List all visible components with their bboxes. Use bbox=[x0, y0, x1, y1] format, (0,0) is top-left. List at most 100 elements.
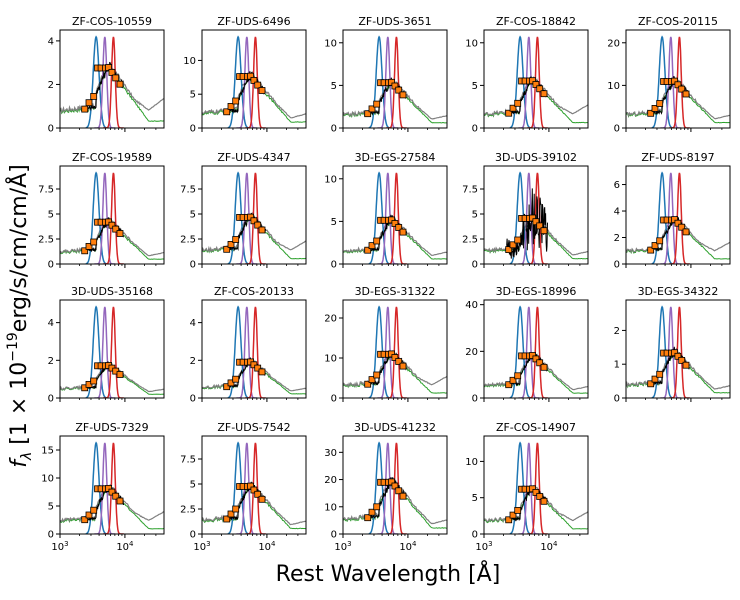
panel-frame bbox=[342, 299, 448, 399]
panel-frame bbox=[59, 435, 165, 535]
photometry-point bbox=[391, 354, 399, 361]
plot-area bbox=[343, 171, 447, 264]
panel-frame bbox=[342, 435, 448, 535]
y-tick-label: 5 bbox=[331, 81, 337, 92]
y-tick-label: 4 bbox=[48, 318, 54, 329]
photometry-point bbox=[116, 371, 124, 378]
y-tick-label: 10 bbox=[41, 474, 54, 485]
y-tick-label: 2.5 bbox=[180, 505, 196, 516]
photometry-point bbox=[223, 383, 231, 391]
panel-zf-cos-14907: ZF-COS-14907 0 5 10 103 104 bbox=[465, 421, 589, 553]
y-tick-label: 7.5 bbox=[180, 455, 196, 466]
y-tick-label: 0 bbox=[472, 260, 478, 271]
y-label-exp: −19 bbox=[5, 332, 21, 362]
plot-area bbox=[626, 171, 730, 264]
panel-3d-egs-27584: 3D-EGS-27584 0 5 10 bbox=[324, 151, 448, 271]
filter-blue-curve bbox=[227, 171, 249, 264]
y-tick-label: 5 bbox=[190, 210, 196, 221]
y-tick-label: 4 bbox=[614, 207, 620, 218]
plot-area bbox=[202, 35, 306, 128]
x-tick-label: 103 bbox=[475, 540, 492, 553]
plot-area bbox=[60, 441, 164, 534]
photometry-point bbox=[505, 381, 513, 389]
photometry-point bbox=[532, 488, 540, 496]
photometry-point bbox=[682, 361, 690, 369]
panel-3d-uds-35168: 3D-UDS-35168 0 2 4 bbox=[48, 285, 165, 405]
plot-area bbox=[60, 35, 164, 128]
plot-area bbox=[626, 35, 730, 128]
photometry-point bbox=[108, 221, 116, 229]
panel-title: ZF-UDS-4347 bbox=[217, 151, 290, 164]
photometry-point bbox=[540, 497, 548, 505]
model-green-line bbox=[60, 490, 164, 530]
photometry-point bbox=[647, 380, 655, 388]
y-tick-label: 10 bbox=[324, 354, 337, 365]
photometry-point bbox=[505, 109, 513, 117]
photometry-point bbox=[227, 103, 235, 110]
plot-area bbox=[484, 35, 588, 128]
y-tick-label: 5 bbox=[190, 480, 196, 491]
panel-title: 3D-EGS-31322 bbox=[355, 285, 436, 298]
photometry-point bbox=[116, 80, 124, 88]
plot-area bbox=[343, 305, 447, 398]
photometry-point bbox=[232, 97, 240, 105]
photometry-point bbox=[373, 100, 381, 108]
filter-blue-curve bbox=[651, 171, 673, 264]
photometry-point bbox=[395, 86, 403, 94]
photometry-point bbox=[674, 352, 682, 360]
photometry-point bbox=[682, 228, 690, 236]
panel-frame bbox=[59, 299, 165, 399]
photometry-point bbox=[254, 81, 262, 89]
photometry-point bbox=[227, 510, 235, 518]
panel-zf-uds-4347: ZF-UDS-4347 0 2.5 5 7.5 bbox=[180, 151, 307, 271]
photometry-point bbox=[540, 90, 548, 98]
photometry-point bbox=[364, 514, 372, 522]
filter-blue-curve bbox=[368, 171, 390, 264]
filter-blue-curve bbox=[651, 305, 673, 398]
panel-title: 3D-EGS-27584 bbox=[355, 151, 436, 164]
panel-3d-egs-18996: 3D-EGS-18996 0 20 40 bbox=[465, 285, 589, 405]
panel-frame bbox=[483, 29, 589, 129]
y-tick-label: 5 bbox=[48, 210, 54, 221]
panel-frame bbox=[59, 165, 165, 265]
photometry-point bbox=[395, 487, 403, 495]
panel-title: ZF-UDS-6496 bbox=[217, 15, 290, 28]
y-label-pre: [1 × 10 bbox=[7, 362, 32, 452]
filter-blue-curve bbox=[85, 441, 107, 534]
filter-blue-curve bbox=[227, 441, 249, 534]
panel-grid: ZF-COS-10559024ZF-UDS-64960510ZF-UDS-365… bbox=[38, 15, 731, 553]
panel-zf-uds-6496: ZF-UDS-6496 0 5 10 bbox=[183, 15, 307, 135]
photometry-point bbox=[81, 247, 89, 255]
panel-zf-cos-19589: ZF-COS-19589 0 2.5 5 7.5 bbox=[38, 151, 165, 271]
photometry-point bbox=[678, 356, 686, 364]
y-tick-label: 2.5 bbox=[38, 235, 54, 246]
x-tick-label: 104 bbox=[116, 540, 134, 553]
y-tick-label: 20 bbox=[324, 314, 337, 325]
photometry-point bbox=[112, 74, 120, 82]
y-tick-label: 5 bbox=[331, 217, 337, 228]
photometry-point bbox=[514, 372, 522, 380]
y-tick-label: 20 bbox=[324, 475, 337, 486]
y-tick-label: 5 bbox=[472, 81, 478, 92]
y-tick-label: 10 bbox=[465, 457, 478, 468]
photometry-point bbox=[651, 242, 659, 249]
y-tick-label: 0 bbox=[190, 260, 196, 271]
y-tick-label: 10 bbox=[324, 174, 337, 185]
photometry-point bbox=[81, 516, 89, 524]
photometry-point bbox=[85, 242, 93, 250]
photometry-point bbox=[651, 105, 659, 112]
photometry-point bbox=[505, 516, 513, 524]
photometry-point bbox=[364, 380, 372, 388]
photometry-point bbox=[223, 245, 231, 253]
plot-area bbox=[484, 441, 588, 534]
y-tick-label: 0 bbox=[331, 394, 337, 405]
photometry-point bbox=[391, 82, 399, 90]
photometry-point bbox=[90, 238, 98, 246]
panel-title: ZF-COS-20133 bbox=[214, 285, 294, 298]
photometry-point bbox=[116, 230, 124, 237]
plot-area bbox=[202, 171, 306, 264]
y-tick-label: 0 bbox=[190, 394, 196, 405]
panel-zf-cos-10559: ZF-COS-10559 0 2 4 bbox=[48, 15, 165, 135]
panel-title: ZF-UDS-7542 bbox=[217, 421, 290, 434]
y-tick-label: 0 bbox=[190, 530, 196, 541]
